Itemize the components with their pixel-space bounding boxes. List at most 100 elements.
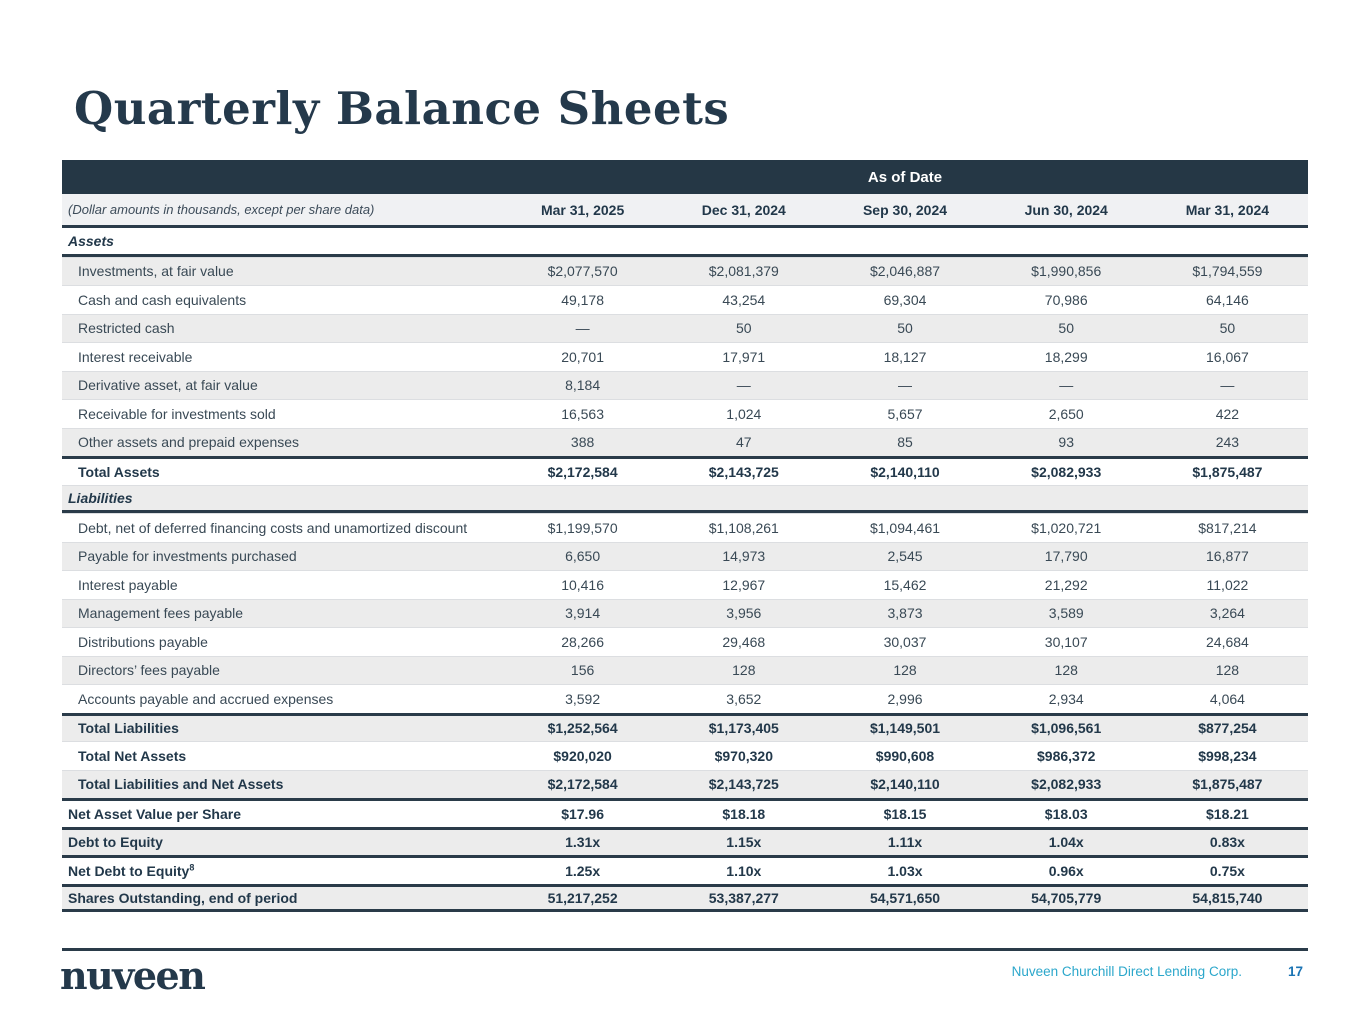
table-row: Directors’ fees payable 156 128 128 128 …: [62, 655, 1308, 684]
row-value: 3,873: [887, 605, 923, 622]
table-row: Restricted cash — 50 50 50 50: [62, 313, 1308, 342]
row-value: $2,082,933: [1031, 776, 1102, 793]
row-value: 243: [1215, 434, 1240, 451]
row-value: 17,971: [722, 348, 766, 365]
row-value: $1,108,261: [708, 519, 779, 536]
row-value: $817,214: [1198, 519, 1257, 536]
row-value: 51,217,252: [547, 889, 618, 906]
table-row: Management fees payable 3,914 3,956 3,87…: [62, 598, 1308, 627]
row-value: 2,545: [887, 548, 923, 565]
row-value: 17,790: [1044, 548, 1088, 565]
row-value: $18.03: [1044, 805, 1088, 822]
row-value: 3,264: [1209, 605, 1245, 622]
row-value: 50: [736, 320, 752, 337]
row-value: 11,022: [1206, 576, 1249, 593]
row-value: $2,143,725: [708, 463, 779, 480]
nuveen-logo: nuveen: [60, 953, 206, 998]
row-value: 47: [736, 434, 752, 451]
table-row: Liabilities: [62, 484, 1308, 513]
column-header-date: Jun 30, 2024: [1024, 201, 1108, 218]
table-row: Investments, at fair value $2,077,570 $2…: [62, 256, 1308, 285]
table-row: Interest payable 10,416 12,967 15,462 21…: [62, 570, 1308, 599]
footer-company-name: Nuveen Churchill Direct Lending Corp.: [1011, 964, 1242, 979]
row-value: 16,877: [1206, 548, 1249, 565]
row-label: Distributions payable: [78, 633, 208, 650]
row-value: 128: [1054, 662, 1078, 679]
table-row: Interest receivable 20,701 17,971 18,127…: [62, 342, 1308, 371]
row-value: $17.96: [561, 805, 605, 822]
row-value: 0.96x: [1048, 862, 1084, 879]
row-label: Cash and cash equivalents: [78, 291, 247, 308]
row-value: 93: [1058, 434, 1074, 451]
row-value: $1,173,405: [708, 720, 779, 737]
row-label: Interest receivable: [78, 348, 193, 365]
table-row: Net Debt to Equity8 1.25x 1.10x 1.03x 0.…: [62, 855, 1308, 884]
row-value: 15,462: [883, 576, 927, 593]
row-value: $2,082,933: [1031, 463, 1102, 480]
row-value: $18.18: [722, 805, 766, 822]
row-label: Restricted cash: [78, 320, 175, 337]
row-value: $2,046,887: [869, 263, 941, 280]
column-header-row: (Dollar amounts in thousands, except per…: [62, 194, 1308, 228]
banner-label: As of Date: [867, 168, 943, 186]
row-value: 1.15x: [726, 834, 762, 851]
row-label: Derivative asset, at fair value: [78, 377, 258, 394]
table-row: Derivative asset, at fair value 8,184 — …: [62, 370, 1308, 399]
row-label: Total Assets: [78, 463, 160, 480]
row-value: $2,140,110: [870, 463, 940, 480]
row-value: 2,996: [887, 690, 923, 707]
table-row: Total Liabilities and Net Assets $2,172,…: [62, 769, 1308, 798]
as-of-date-banner: As of Date: [62, 160, 1308, 194]
column-header-date: Sep 30, 2024: [862, 201, 948, 218]
row-value: $18.21: [1206, 805, 1249, 822]
row-label: Accounts payable and accrued expenses: [78, 690, 334, 707]
table-row: Accounts payable and accrued expenses 3,…: [62, 684, 1308, 713]
row-label: Directors’ fees payable: [78, 662, 220, 679]
table-row: Debt to Equity 1.31x 1.15x 1.11x 1.04x 0…: [62, 826, 1308, 855]
row-value: $1,096,561: [1031, 720, 1102, 737]
row-value: 12,967: [722, 576, 766, 593]
row-value: 49,178: [561, 291, 605, 308]
column-header-date: Mar 31, 2025: [540, 201, 625, 218]
row-value: $2,143,725: [708, 776, 779, 793]
row-label: Payable for investments purchased: [78, 548, 297, 565]
row-value: 1.03x: [887, 862, 923, 879]
table-row: Payable for investments purchased 6,650 …: [62, 541, 1308, 570]
row-value: 18,127: [883, 348, 927, 365]
row-value: $998,234: [1198, 747, 1257, 764]
row-value: $1,252,564: [547, 720, 618, 737]
column-header-date: Mar 31, 2024: [1185, 201, 1270, 218]
row-value: 5,657: [887, 405, 923, 422]
row-value: —: [736, 377, 751, 394]
table-row: Total Liabilities $1,252,564 $1,173,405 …: [62, 712, 1308, 741]
row-value: 3,956: [726, 605, 762, 622]
row-value: $1,990,856: [1031, 263, 1102, 280]
row-value: $1,794,559: [1192, 263, 1263, 280]
column-header-date: Dec 31, 2024: [701, 201, 786, 218]
row-label: Other assets and prepaid expenses: [78, 434, 300, 451]
table-row: Receivable for investments sold 16,563 1…: [62, 399, 1308, 428]
row-value: 0.83x: [1209, 834, 1245, 851]
table-rows: Assets Investments, at fair value $2,077…: [62, 228, 1308, 912]
row-value: $1,094,461: [869, 519, 941, 536]
row-value: $2,081,379: [708, 263, 779, 280]
row-value: 1.31x: [565, 834, 601, 851]
units-note: (Dollar amounts in thousands, except per…: [68, 202, 375, 217]
row-value: $2,140,110: [870, 776, 940, 793]
row-label: Assets: [68, 232, 114, 249]
row-value: 64,146: [1206, 291, 1249, 308]
row-value: 3,592: [565, 690, 601, 707]
row-label: Investments, at fair value: [78, 263, 234, 280]
row-value: $1,020,721: [1031, 519, 1102, 536]
row-value: 53,387,277: [708, 889, 779, 906]
row-value: 24,684: [1206, 633, 1249, 650]
row-value: 4,064: [1209, 690, 1245, 707]
row-value: $970,320: [714, 747, 773, 764]
row-value: 50: [1219, 320, 1236, 337]
table-row: Cash and cash equivalents 49,178 43,254 …: [62, 285, 1308, 314]
row-value: $1,199,570: [547, 519, 618, 536]
row-value: —: [575, 320, 590, 337]
row-label: Receivable for investments sold: [78, 405, 276, 422]
row-label: Debt to Equity: [68, 834, 163, 851]
row-value: 50: [897, 320, 913, 337]
